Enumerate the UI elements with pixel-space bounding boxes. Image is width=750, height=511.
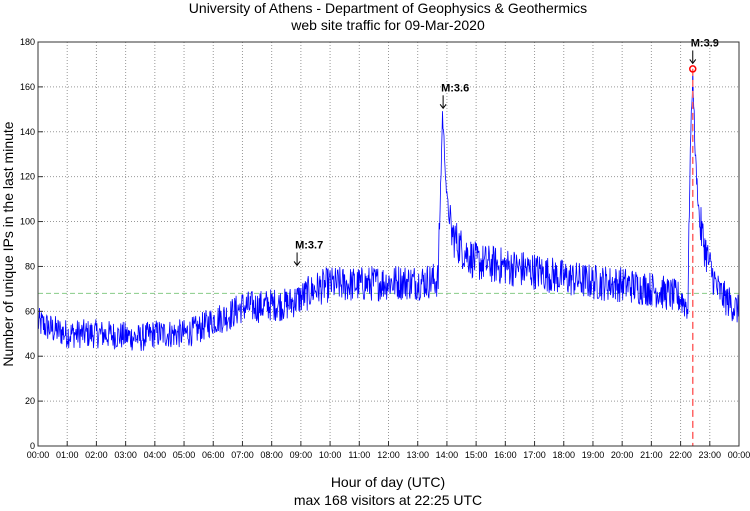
chart-title: University of Athens - Department of Geo… <box>189 0 587 16</box>
x-tick-label: 05:00 <box>173 450 196 460</box>
x-tick-label: 22:00 <box>669 450 692 460</box>
footer-max: max 168 visitors at 22:25 UTC <box>294 492 482 508</box>
x-tick-label: 13:00 <box>406 450 429 460</box>
x-tick-label: 18:00 <box>552 450 575 460</box>
y-tick-label: 100 <box>20 217 35 227</box>
x-tick-label: 17:00 <box>523 450 546 460</box>
x-tick-label: 11:00 <box>348 450 370 460</box>
x-tick-label: 12:00 <box>377 450 400 460</box>
x-tick-label: 19:00 <box>582 450 605 460</box>
x-tick-label: 14:00 <box>436 450 459 460</box>
x-tick-label: 21:00 <box>640 450 663 460</box>
x-tick-label: 00:00 <box>27 450 50 460</box>
earthquake-annotation: M:3.6 <box>441 82 469 94</box>
y-tick-label: 80 <box>25 261 35 271</box>
y-tick-label: 160 <box>20 82 35 92</box>
y-tick-label: 140 <box>20 127 35 137</box>
x-tick-label: 00:00 <box>728 450 750 460</box>
x-tick-label: 20:00 <box>611 450 634 460</box>
annotation-arrowhead <box>689 59 697 65</box>
y-tick-label: 60 <box>25 306 35 316</box>
x-tick-label: 01:00 <box>56 450 79 460</box>
x-tick-label: 09:00 <box>290 450 313 460</box>
chart-subtitle: web site traffic for 09-Mar-2020 <box>290 17 485 33</box>
x-tick-label: 04:00 <box>144 450 167 460</box>
x-tick-label: 10:00 <box>319 450 342 460</box>
x-tick-label: 07:00 <box>231 450 254 460</box>
earthquake-annotation: M:3.7 <box>295 239 323 251</box>
y-tick-label: 120 <box>20 172 35 182</box>
x-tick-label: 16:00 <box>494 450 517 460</box>
y-tick-label: 180 <box>20 37 35 47</box>
annotation-arrowhead <box>293 261 301 267</box>
y-tick-label: 40 <box>25 351 35 361</box>
y-tick-label: 0 <box>30 441 35 451</box>
y-axis-label: Number of unique IPs in the last minute <box>0 121 16 366</box>
max-marker <box>689 65 697 73</box>
earthquake-annotation: M:3.9 <box>691 37 719 49</box>
x-tick-label: 15:00 <box>465 450 488 460</box>
plot-frame <box>37 41 740 447</box>
y-tick-label: 20 <box>25 396 35 406</box>
x-tick-label: 23:00 <box>699 450 722 460</box>
x-axis-label: Hour of day (UTC) <box>331 474 445 490</box>
x-tick-label: 06:00 <box>202 450 225 460</box>
annotation-arrowhead <box>439 104 447 110</box>
series-line-visitors <box>37 68 740 352</box>
x-tick-label: 03:00 <box>114 450 137 460</box>
x-tick-label: 08:00 <box>260 450 283 460</box>
x-tick-label: 02:00 <box>85 450 108 460</box>
